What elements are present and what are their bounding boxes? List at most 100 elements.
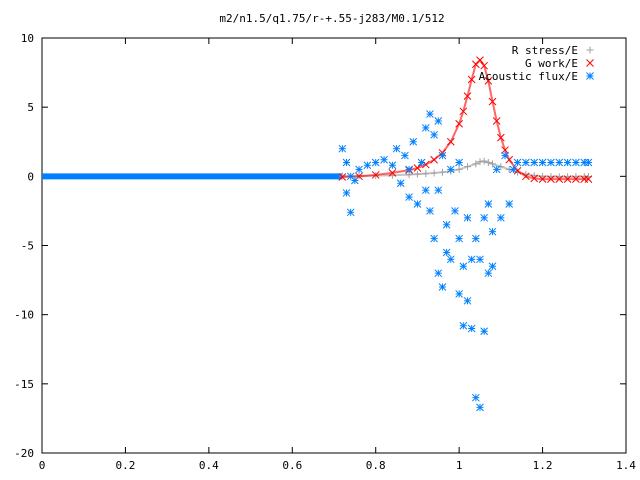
acoustic-flux-point — [505, 200, 514, 208]
acoustic-flux-point — [396, 179, 405, 188]
acoustic-flux-point — [488, 227, 497, 236]
g-work-point — [455, 119, 463, 128]
acoustic-flux-point — [459, 321, 468, 330]
legend-label: R stress/E — [512, 44, 578, 57]
legend-marker — [586, 46, 594, 54]
acoustic-flux-point — [467, 324, 476, 333]
g-work-point — [467, 75, 476, 84]
g-work-point — [459, 107, 468, 116]
acoustic-flux-point — [405, 193, 413, 201]
r-stress-point — [480, 157, 488, 165]
acoustic-flux-point — [467, 255, 476, 264]
g-work-point — [572, 175, 580, 183]
plot-area — [41, 37, 627, 454]
acoustic-flux-point — [492, 165, 501, 174]
acoustic-flux-point — [346, 172, 355, 181]
acoustic-flux-point — [426, 110, 434, 118]
g-work-point — [488, 97, 497, 106]
r-stress-point — [489, 160, 497, 168]
x-tick-label: 1.4 — [616, 459, 636, 472]
acoustic-flux-point — [497, 213, 505, 222]
y-tick-label: -15 — [14, 378, 34, 391]
x-tick-label: 0.8 — [366, 459, 386, 472]
g-work-point — [501, 146, 509, 154]
legend-marker — [586, 59, 594, 67]
acoustic-flux-point — [480, 213, 489, 222]
acoustic-flux-point — [471, 234, 480, 243]
acoustic-flux-point — [501, 151, 509, 160]
acoustic-flux-point — [430, 234, 438, 243]
acoustic-flux-point — [405, 165, 413, 174]
g-work-point — [446, 137, 455, 146]
y-tick-label: 10 — [21, 32, 34, 45]
acoustic-flux-point — [459, 262, 468, 271]
x-tick-label: 1 — [456, 459, 463, 472]
x-tick-label: 0.4 — [199, 459, 219, 472]
g-work-point — [522, 172, 530, 181]
data-series — [42, 56, 593, 412]
g-work-point — [538, 175, 547, 183]
acoustic-flux-point — [413, 200, 422, 208]
acoustic-flux-point — [555, 158, 564, 167]
y-tick-label: -20 — [14, 447, 34, 460]
r-stress-point — [455, 165, 463, 173]
g-work-point — [492, 117, 501, 125]
acoustic-flux-point — [338, 144, 347, 153]
x-tick-label: 1.2 — [533, 459, 553, 472]
acoustic-flux-point — [509, 165, 518, 174]
acoustic-flux-point — [522, 158, 530, 167]
acoustic-flux-point — [438, 283, 447, 291]
g-work-point — [547, 175, 555, 183]
r-stress-point — [413, 170, 421, 178]
legend-label: G work/E — [525, 57, 578, 70]
acoustic-flux-point — [434, 117, 443, 125]
y-tick-label: 5 — [27, 101, 34, 114]
acoustic-flux-point — [409, 137, 418, 146]
r-stress-point — [476, 158, 484, 166]
acoustic-flux-point — [421, 124, 430, 132]
g-work-point — [555, 175, 564, 183]
acoustic-flux-point — [371, 158, 380, 167]
chart-title: m2/n1.5/q1.75/r-+.55-j283/M0.1/512 — [219, 12, 444, 25]
acoustic-flux-point — [584, 158, 593, 167]
acoustic-flux-point — [442, 220, 451, 229]
acoustic-flux-point — [476, 403, 484, 412]
g-work-point — [484, 77, 493, 85]
g-work-point — [480, 61, 489, 70]
acoustic-flux-point — [484, 269, 493, 278]
acoustic-flux-point — [455, 158, 463, 167]
acoustic-flux-point — [563, 158, 572, 167]
acoustic-flux-point — [355, 165, 363, 174]
acoustic-flux-point — [513, 158, 522, 167]
acoustic-flux-point — [417, 158, 426, 167]
acoustic-flux-point — [363, 161, 372, 170]
r-stress-point — [484, 159, 492, 166]
r-stress-point — [430, 169, 438, 177]
g-work-point — [371, 171, 380, 179]
acoustic-flux-point — [438, 151, 447, 160]
acoustic-flux-point — [488, 262, 497, 271]
acoustic-flux-point — [530, 158, 539, 167]
g-work-point — [584, 175, 593, 183]
acoustic-flux-point — [351, 176, 359, 185]
y-tick-label: -5 — [21, 240, 34, 253]
g-work-point — [388, 169, 397, 177]
acoustic-flux-point — [430, 130, 438, 139]
y-axis: -20 -15 -10 -5 0 5 10 — [14, 32, 626, 460]
g-work-point — [430, 155, 438, 164]
acoustic-flux-point — [434, 186, 443, 195]
r-stress-point — [472, 160, 480, 168]
x-tick-label: 0.6 — [282, 459, 302, 472]
acoustic-flux-point — [446, 165, 455, 174]
acoustic-flux-point — [476, 255, 484, 264]
acoustic-flux-point — [346, 208, 355, 217]
r-stress-point — [422, 170, 430, 178]
acoustic-flux-point — [388, 161, 397, 170]
acoustic-flux-point — [572, 158, 580, 167]
legend-label: Acoustic flux/E — [479, 70, 578, 83]
g-work-point — [513, 166, 522, 175]
x-axis: 0 0.2 0.4 0.6 0.8 1 1.2 1.4 — [39, 38, 636, 472]
acoustic-flux-point — [342, 189, 351, 197]
